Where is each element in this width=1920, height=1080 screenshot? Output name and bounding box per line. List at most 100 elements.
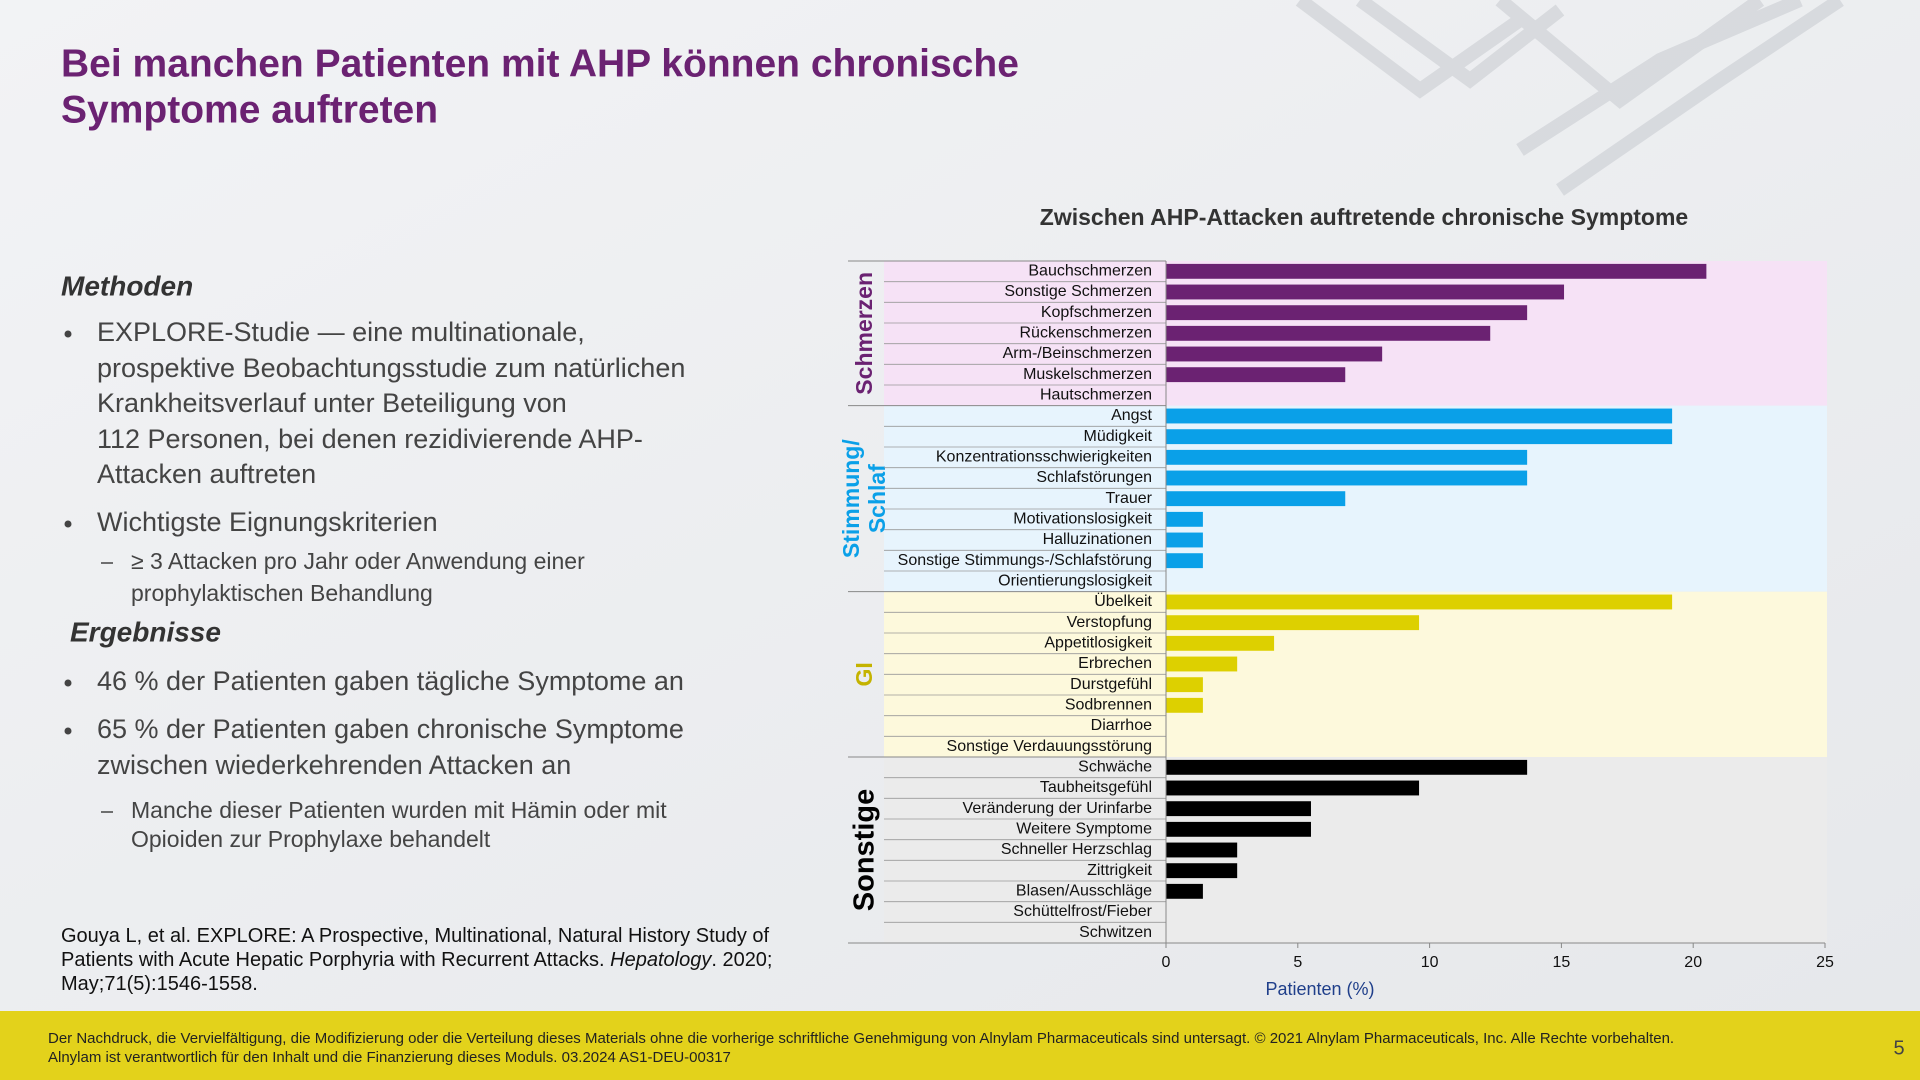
bar: [1166, 677, 1203, 693]
category-label: Appetitlosigkeit: [1044, 635, 1152, 652]
category-label: Rückenschmerzen: [1020, 325, 1153, 342]
category-label: Schwitzen: [1079, 924, 1152, 941]
category-label: Erbrechen: [1078, 655, 1152, 672]
bar: [1166, 759, 1528, 775]
x-axis-label: Patienten (%): [1265, 979, 1374, 999]
bar: [1166, 429, 1673, 445]
category-label: Schneller Herzschlag: [1001, 841, 1152, 858]
bullet-text: 46 % der Patienten gaben tägliche Sympto…: [97, 666, 684, 696]
bar: [1166, 801, 1311, 817]
bullet: [64, 727, 72, 735]
category-label: Hautschmerzen: [1040, 387, 1152, 404]
x-tick-label: 15: [1553, 954, 1571, 971]
bar: [1166, 305, 1528, 321]
bar: [1166, 325, 1491, 341]
group-label: Schlaf: [864, 464, 890, 533]
bar: [1166, 594, 1673, 610]
bullet-text: Krankheitsverlauf unter Beteiligung von: [97, 388, 567, 418]
category-label: Konzentrationsschwierigkeiten: [936, 449, 1152, 466]
category-label: Taubheitsgefühl: [1040, 779, 1152, 796]
bullet-text: Wichtigste Eignungskriterien: [97, 507, 438, 537]
category-label: Übelkeit: [1094, 592, 1152, 610]
bullet-text: 65 % der Patienten gaben chronische Symp…: [97, 714, 684, 744]
bullet: [64, 520, 72, 528]
bar: [1166, 780, 1420, 796]
bar: [1166, 821, 1311, 837]
footer-band: [0, 1011, 1920, 1080]
footer-text: Alnylam ist verantwortlich für den Inhal…: [48, 1049, 731, 1066]
category-label: Schüttelfrost/Fieber: [1013, 903, 1152, 920]
slide-title: Bei manchen Patienten mit AHP können chr…: [61, 42, 1019, 85]
page-number: 5: [1893, 1037, 1904, 1059]
bar: [1166, 491, 1346, 507]
bullet-text: 112 Personen, bei denen rezidivierende A…: [97, 424, 643, 454]
sub-bullet-text: Manche dieser Patienten wurden mit Hämin…: [131, 797, 667, 823]
bar: [1166, 263, 1707, 279]
category-label: Sonstige Verdauungsstörung: [947, 738, 1152, 755]
section-heading: Methoden: [61, 270, 193, 301]
category-label: Verstopfung: [1067, 614, 1152, 631]
category-label: Orientierungslosigkeit: [998, 573, 1152, 590]
citation-journal: Hepatology: [610, 949, 712, 971]
category-label: Sodbrennen: [1065, 697, 1152, 714]
bar: [1166, 408, 1673, 424]
bar: [1166, 863, 1238, 879]
bar: [1166, 284, 1565, 300]
bullet-text: prospektive Beobachtungsstudie zum natür…: [97, 353, 685, 383]
category-label: Bauchschmerzen: [1028, 263, 1152, 280]
bullet: [64, 330, 72, 338]
category-label: Blasen/Ausschläge: [1016, 883, 1152, 900]
bar: [1166, 511, 1203, 527]
category-label: Schwäche: [1078, 759, 1152, 776]
category-label: Sonstige Stimmungs-/Schlafstörung: [898, 552, 1152, 569]
category-label: Motivationslosigkeit: [1013, 511, 1152, 528]
bar: [1166, 883, 1203, 899]
bar: [1166, 842, 1238, 858]
bar: [1166, 635, 1275, 651]
group-label: Sonstige: [849, 789, 881, 911]
category-label: Diarrhoe: [1091, 717, 1152, 734]
sub-bullet-text: Opioiden zur Prophylaxe behandelt: [131, 826, 491, 852]
x-tick-label: 5: [1293, 954, 1302, 971]
bar: [1166, 532, 1203, 548]
category-label: Kopfschmerzen: [1041, 304, 1152, 321]
bullet-text: Attacken auftreten: [97, 459, 316, 489]
bar: [1166, 656, 1238, 672]
category-label: Arm-/Beinschmerzen: [1003, 345, 1152, 362]
citation: Gouya L, et al. EXPLORE: A Prospective, …: [61, 924, 809, 996]
bar: [1166, 697, 1203, 713]
slide-title: Symptome auftreten: [61, 88, 438, 131]
x-tick-label: 25: [1816, 954, 1834, 971]
citation-text: Gouya L, et al. EXPLORE: A Prospective, …: [61, 925, 770, 971]
bar: [1166, 615, 1420, 631]
footer-text: Der Nachdruck, die Vervielfältigung, die…: [48, 1030, 1674, 1047]
bullet-text: EXPLORE-Studie — eine multinationale,: [97, 317, 585, 347]
category-label: Veränderung der Urinfarbe: [963, 800, 1153, 817]
group-label: Stimmung/: [838, 439, 864, 558]
bar: [1166, 470, 1528, 486]
bullet-text: zwischen wiederkehrenden Attacken an: [97, 750, 571, 780]
category-label: Durstgefühl: [1070, 676, 1152, 693]
citation-text: . 2020; May;71(5):1546-1558.: [61, 949, 773, 995]
bar: [1166, 449, 1528, 465]
category-label: Trauer: [1105, 490, 1152, 507]
group-label: GI: [851, 662, 877, 686]
sub-bullet-text: ≥ 3 Attacken pro Jahr oder Anwendung ein…: [131, 548, 585, 574]
x-tick-label: 20: [1684, 954, 1702, 971]
sub-bullet-text: prophylaktischen Behandlung: [131, 580, 433, 606]
group-label: Schmerzen: [851, 272, 877, 395]
category-label: Zittrigkeit: [1087, 862, 1152, 879]
category-label: Müdigkeit: [1084, 428, 1153, 445]
category-label: Sonstige Schmerzen: [1004, 283, 1152, 300]
category-label: Muskelschmerzen: [1023, 366, 1152, 383]
bar: [1166, 367, 1346, 383]
category-label: Schlafstörungen: [1036, 469, 1152, 486]
section-heading: Ergebnisse: [70, 616, 221, 647]
category-label: Weitere Symptome: [1016, 821, 1152, 838]
chart-title: Zwischen AHP-Attacken auftretende chroni…: [1040, 204, 1688, 230]
x-tick-label: 0: [1162, 954, 1171, 971]
maze-decoration: [1295, 0, 1844, 196]
bar: [1166, 346, 1383, 362]
bullet: [64, 679, 72, 687]
